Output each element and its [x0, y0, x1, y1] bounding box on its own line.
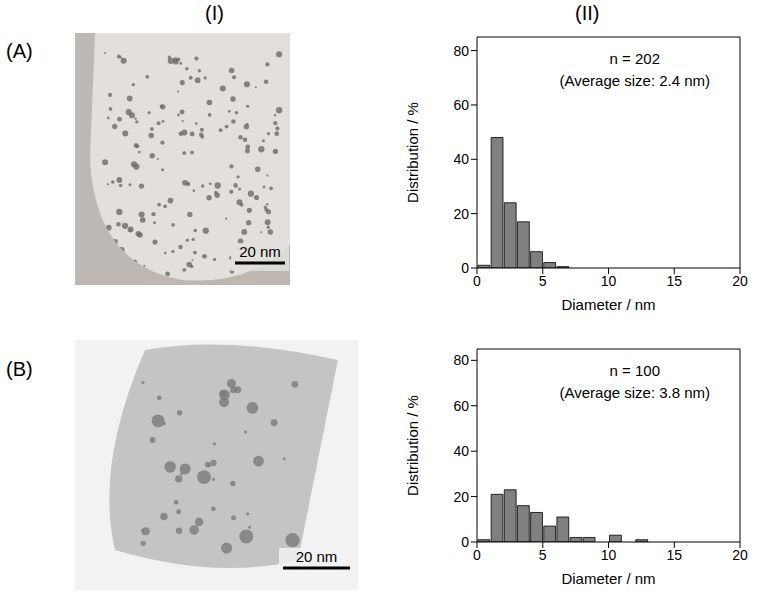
svg-text:5: 5	[539, 273, 547, 289]
svg-text:0: 0	[473, 273, 481, 289]
svg-text:20 nm: 20 nm	[239, 243, 281, 260]
svg-text:Distribution / %: Distribution / %	[405, 395, 421, 496]
html-text:(Average size: 2.4 nm): (Average size: 2.4 nm)	[559, 72, 711, 89]
svg-text:0: 0	[461, 260, 469, 276]
svg-text:10: 10	[601, 547, 617, 563]
svg-text:0: 0	[461, 534, 469, 550]
svg-text:20: 20	[453, 206, 469, 222]
svg-text:5: 5	[539, 547, 547, 563]
svg-text:20: 20	[732, 547, 748, 563]
svg-text:Diameter / nm: Diameter / nm	[561, 570, 655, 587]
svg-text:Distribution / %: Distribution / %	[405, 102, 421, 203]
html-text:(Average size: 3.8 nm): (Average size: 3.8 nm)	[559, 384, 711, 401]
svg-text:40: 40	[453, 151, 469, 167]
svg-text:80: 80	[453, 352, 469, 368]
html-text:n = 202: n = 202	[609, 50, 660, 67]
html-text:(B): (B)	[6, 358, 33, 380]
svg-text:0: 0	[473, 547, 481, 563]
svg-text:60: 60	[453, 97, 469, 113]
svg-text:20: 20	[453, 489, 469, 505]
svg-text:15: 15	[666, 547, 682, 563]
html-text:n = 100: n = 100	[609, 362, 660, 379]
svg-text:10: 10	[601, 273, 617, 289]
svg-text:20 nm: 20 nm	[296, 548, 338, 565]
svg-text:80: 80	[453, 43, 469, 59]
svg-text:Diameter / nm: Diameter / nm	[561, 296, 655, 313]
svg-text:15: 15	[666, 273, 682, 289]
svg-text:60: 60	[453, 398, 469, 414]
html-text:(I): (I)	[205, 2, 224, 24]
svg-text:40: 40	[453, 443, 469, 459]
svg-text:20: 20	[732, 273, 748, 289]
html-text:(II): (II)	[575, 2, 600, 24]
html-text:(A): (A)	[6, 40, 33, 62]
